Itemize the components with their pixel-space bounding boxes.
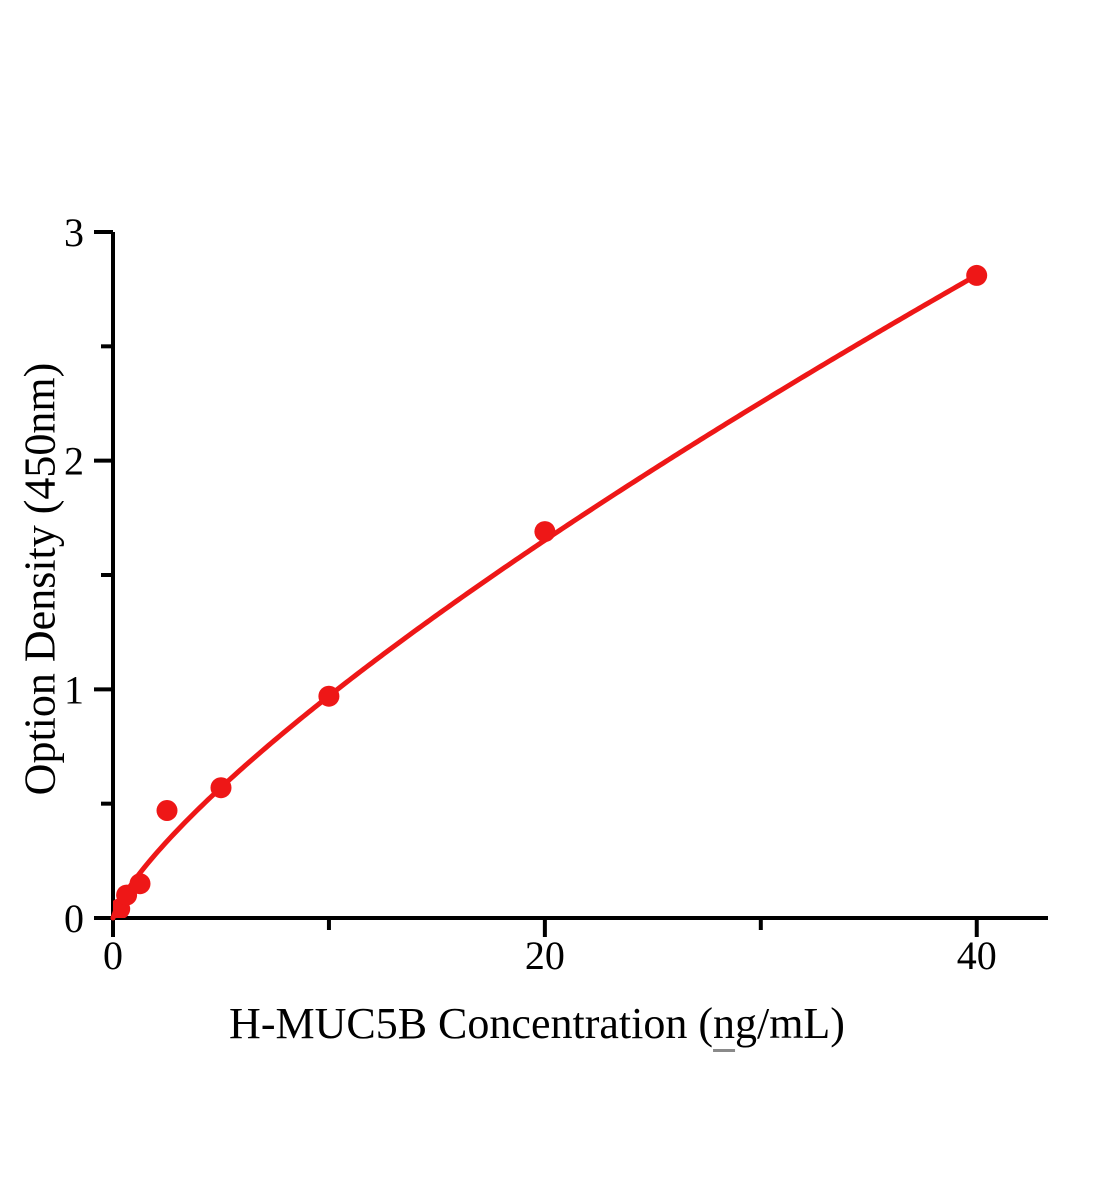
axes-lines (111, 232, 1048, 920)
data-point-marker (534, 521, 556, 543)
x-axis-title-underlined-n: n (712, 999, 735, 1052)
y-axis-title: Option Density (450nm) (15, 362, 65, 796)
data-point-marker (966, 264, 988, 286)
data-point-marker (156, 800, 178, 821)
data-point-marker (318, 685, 340, 707)
x-tick-label: 20 (525, 933, 565, 978)
data-point-marker (210, 777, 232, 799)
x-tick-label: 40 (957, 933, 997, 978)
y-axis-ticks: 0 1 2 3 (64, 210, 113, 941)
data-points (113, 264, 988, 918)
y-tick-label: 3 (64, 210, 84, 255)
data-point-marker (129, 873, 151, 895)
x-axis-title: H-MUC5B Concentration (ng/mL) (229, 998, 845, 1052)
fit-curve (110, 272, 980, 921)
y-tick-label: 2 (64, 439, 84, 484)
y-tick-label: 0 (64, 896, 84, 941)
x-tick-label: 0 (103, 933, 123, 978)
x-axis-ticks: 0 20 40 (103, 918, 997, 978)
y-tick-label: 1 (64, 667, 84, 712)
x-axis-title-pre: H-MUC5B Concentration ( (229, 999, 713, 1048)
x-axis-title-post: g/mL) (734, 999, 845, 1048)
